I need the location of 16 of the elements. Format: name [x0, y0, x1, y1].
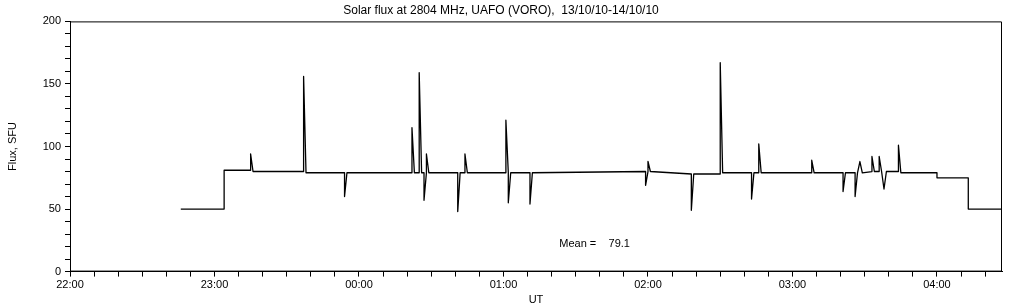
x-tick-label: 23:00	[200, 278, 229, 291]
y-tick-label: 150	[42, 76, 61, 89]
annotation: Mean = 79.1	[559, 236, 630, 249]
x-tick-label: 00:00	[345, 278, 373, 291]
y-tick-label: 50	[48, 202, 61, 215]
y-tick-label: 0	[54, 264, 61, 277]
chart-title: Solar flux at 2804 MHz, UAFO (VORO), 13/10/10-14/10/10	[343, 2, 660, 17]
y-tick-label: 100	[42, 139, 61, 152]
x-tick-label: 04:00	[923, 278, 951, 291]
y-axis-title: Flux, SFU	[5, 122, 18, 171]
x-tick-label: 22:00	[56, 278, 84, 291]
y-tick-label: 200	[42, 14, 61, 27]
x-tick-label: 02:00	[634, 278, 662, 291]
x-axis-title: UT	[528, 293, 544, 306]
x-tick-label: 03:00	[778, 278, 807, 291]
x-tick-label: 01:00	[489, 278, 518, 291]
